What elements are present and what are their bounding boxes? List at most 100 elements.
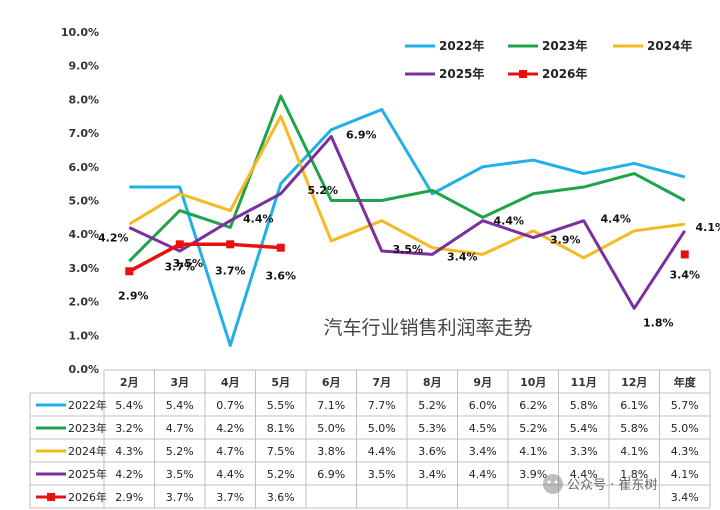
series-line-3 (128, 134, 687, 310)
table-cell: 4.1% (671, 468, 699, 481)
data-label: 1.8% (643, 316, 674, 329)
watermark-text: 公众号 · 崔东树 (567, 477, 657, 493)
table-cell: 3.8% (317, 445, 345, 458)
data-labels: 4.2% 3.5% 4.4% 5.2% 6.9% 3.5% 3.4% 4.4% 3.9% 4.4%… (98, 128, 720, 329)
data-label: 6.9% (346, 128, 377, 141)
data-label: 3.4% (447, 250, 478, 263)
data-table: 2月 3月 4月 5月 6月 7月 8月 9月 10月 11月 12月 年度 2022年 5.4% 5.4%… (29, 369, 711, 509)
x-tick-label: 年度 (674, 375, 697, 389)
table-cell: 7.7% (368, 399, 396, 412)
series-marker-2026 (125, 267, 134, 276)
table-series-name: 2026年 (68, 490, 107, 504)
y-tick-label: 6.0% (68, 161, 99, 174)
x-tick-label: 4月 (221, 376, 240, 389)
y-tick-label: 1.0% (68, 329, 99, 342)
data-label: 4.2% (98, 231, 129, 244)
series-marker-2026 (226, 240, 235, 249)
table-cell: 3.9% (519, 468, 547, 481)
y-tick-label: 7.0% (68, 127, 99, 140)
x-tick-label: 2月 (120, 376, 139, 389)
table-cell: 3.3% (570, 445, 598, 458)
data-label: 3.9% (550, 234, 581, 247)
table-cell: 7.1% (317, 399, 345, 412)
table-cell: 3.2% (115, 422, 143, 435)
series-marker-2026 (680, 250, 689, 259)
table-cell: 3.5% (166, 468, 194, 481)
table-cell: 6.0% (469, 399, 497, 412)
y-tick-label: 9.0% (68, 60, 99, 73)
table-cell: 7.5% (267, 445, 295, 458)
table-cell: 5.0% (671, 422, 699, 435)
legend-label: 2026年 (542, 66, 587, 81)
y-tick-label: 3.0% (68, 262, 99, 275)
x-tick-label: 3月 (170, 376, 189, 389)
data-label: 2.9% (118, 289, 149, 302)
y-tick-label: 10.0% (61, 26, 99, 39)
y-tick-label: 8.0% (68, 93, 99, 106)
x-tick-label: 11月 (571, 376, 597, 389)
table-cell: 3.4% (469, 445, 497, 458)
table-cell: 4.7% (166, 422, 194, 435)
table-cell: 4.4% (570, 468, 598, 481)
table-cell: 5.8% (620, 422, 648, 435)
table-cell: 4.3% (671, 445, 699, 458)
table-series-name: 2025年 (68, 467, 107, 481)
y-tick-label: 4.0% (68, 228, 99, 241)
data-label: 3.7% (164, 260, 195, 273)
table-cell: 3.7% (216, 491, 244, 504)
series-marker-2026 (175, 240, 184, 249)
y-axis: 0.0% 1.0% 2.0% 3.0% 4.0% 5.0% 6.0% 7.0% 8.0% 9.0%… (61, 26, 99, 376)
data-label: 3.5% (172, 257, 203, 270)
table-cell: 5.2% (418, 399, 446, 412)
table-cell: 5.4% (166, 399, 194, 412)
table-cell: 5.0% (368, 422, 396, 435)
x-tick-label: 9月 (473, 376, 492, 389)
x-tick-label: 8月 (423, 376, 442, 389)
table-cell: 5.0% (317, 422, 345, 435)
legend-label: 2023年 (542, 38, 587, 53)
data-label: 3.6% (265, 270, 296, 283)
y-tick-label: 2.0% (68, 296, 99, 309)
table-cell: 3.4% (418, 468, 446, 481)
x-tick-label: 5月 (271, 376, 290, 389)
x-tick-label: 7月 (372, 376, 391, 389)
table-cell: 5.2% (267, 468, 295, 481)
legend: 2022年 2023年 2024年 2025年 2026年 (405, 38, 692, 81)
table-legend-marker (47, 493, 55, 501)
data-label: 3.7% (215, 264, 246, 277)
table-cell: 4.4% (469, 468, 497, 481)
table-cell: 0.7% (216, 399, 244, 412)
table-cell: 4.4% (368, 445, 396, 458)
legend-marker (519, 70, 527, 78)
table-cell: 4.2% (216, 422, 244, 435)
table-series-name: 2022年 (68, 398, 107, 412)
table-cell: 5.8% (570, 399, 598, 412)
data-label: 4.1% (695, 221, 720, 234)
legend-label: 2024年 (647, 38, 692, 53)
chart-title: 汽车行业销售利润率走势 (323, 317, 532, 339)
x-tick-label: 6月 (322, 376, 341, 389)
plot-area (125, 94, 689, 347)
table-cell: 4.4% (216, 468, 244, 481)
x-tick-label: 12月 (621, 376, 647, 389)
table-cell: 3.4% (671, 491, 699, 504)
table-cell: 4.1% (519, 445, 547, 458)
series-line-0 (129, 108, 686, 347)
y-tick-label: 0.0% (68, 363, 99, 376)
table-series-name: 2024年 (68, 444, 107, 458)
data-label: 3.5% (392, 243, 423, 256)
data-label: 5.2% (307, 184, 338, 197)
legend-label: 2025年 (439, 66, 484, 81)
data-label: 4.4% (243, 213, 274, 226)
table-cell: 3.7% (166, 491, 194, 504)
table-cell: 4.7% (216, 445, 244, 458)
y-tick-label: 5.0% (68, 195, 99, 208)
wechat-icon (543, 474, 563, 494)
table-cell: 4.2% (115, 468, 143, 481)
wechat-icon-eye (554, 480, 558, 484)
table-cell: 8.1% (267, 422, 295, 435)
data-label: 3.4% (669, 268, 700, 281)
